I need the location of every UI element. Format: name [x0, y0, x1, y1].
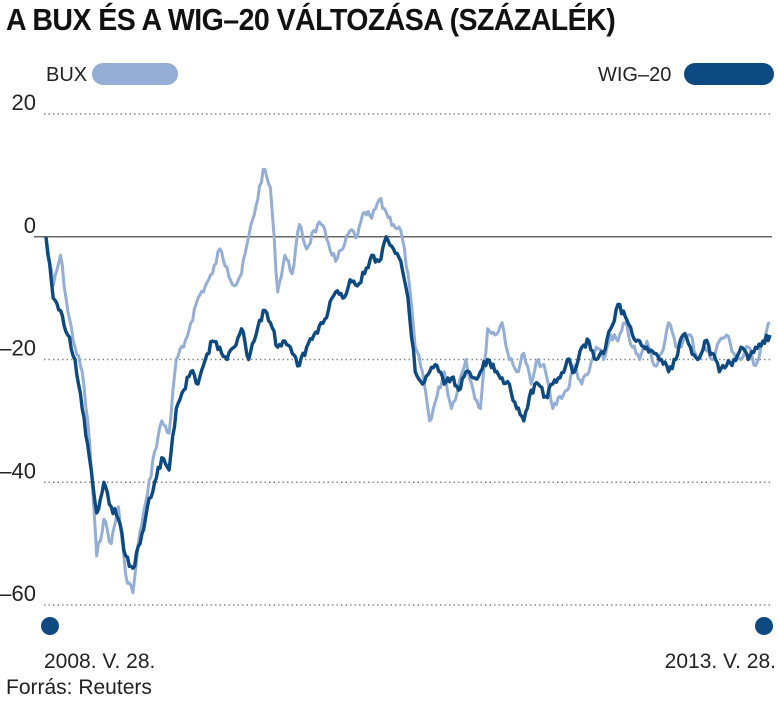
- legend-label-wig20: WIG–20: [598, 64, 671, 86]
- legend-swatch-bux: [92, 63, 178, 85]
- x-label-end: 2013. V. 28.: [665, 650, 776, 673]
- source-note: Forrás: Reuters: [6, 676, 152, 699]
- y-tick-label-3: –40: [0, 458, 36, 483]
- series-line-wig20: [44, 235, 772, 570]
- series-layer: [44, 167, 772, 595]
- legend-swatch-wig20: [684, 63, 774, 85]
- series-line-bux: [44, 167, 771, 595]
- grid-layer: 20 0 –20 –40 –60: [0, 90, 772, 606]
- legend-label-bux: BUX: [46, 64, 87, 86]
- y-tick-label-0: 20: [12, 90, 36, 115]
- x-label-start: 2008. V. 28.: [44, 650, 155, 673]
- start-dot-marker: [41, 617, 59, 635]
- end-dot-marker: [755, 617, 773, 635]
- y-tick-label-4: –60: [0, 581, 36, 606]
- chart-title: A BUX ÉS A WIG–20 VÁLTOZÁSA (SZÁZALÉK): [6, 2, 616, 37]
- y-tick-label-1: 0: [24, 213, 36, 238]
- y-tick-label-2: –20: [0, 336, 36, 361]
